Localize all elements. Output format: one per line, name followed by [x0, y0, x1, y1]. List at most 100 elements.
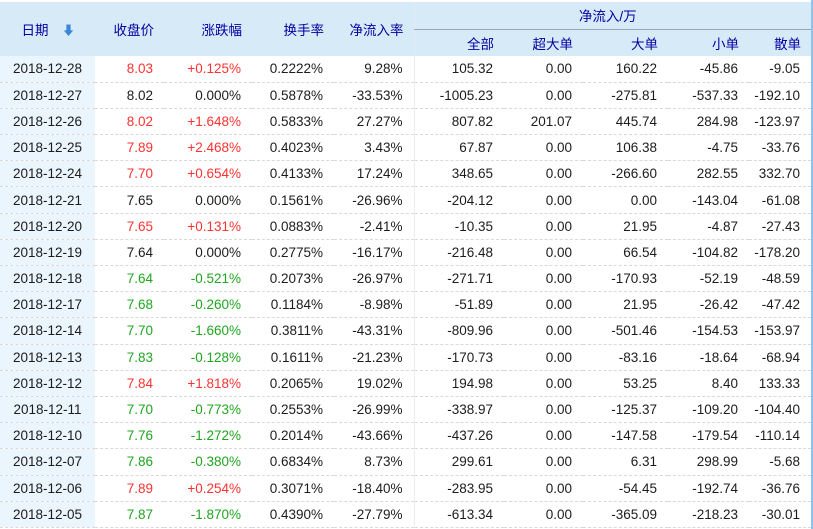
net-inflow-small-cell: 282.55: [668, 160, 749, 188]
net-inflow-small-cell: -154.53: [668, 317, 749, 345]
net-inflow-large-cell: -365.09: [583, 501, 668, 528]
turnover-rate-cell: 0.1184%: [252, 291, 334, 319]
net-inflow-small-cell: -4.87: [668, 213, 749, 240]
net-inflow-small-cell: 298.99: [668, 448, 749, 476]
date-cell: 2018-12-27: [0, 82, 95, 109]
column-header-net-small[interactable]: 小单: [668, 29, 749, 56]
net-inflow-small-cell: -45.86: [668, 56, 749, 83]
net-inflow-large-cell: -125.37: [583, 396, 668, 424]
net-inflow-rate-cell: 3.43%: [334, 134, 414, 162]
net-inflow-all-cell: -216.48: [413, 239, 504, 267]
column-header-net-retail[interactable]: 散单: [749, 29, 811, 56]
net-inflow-all-cell: -51.89: [413, 291, 504, 319]
net-inflow-small-cell: 284.98: [668, 108, 749, 136]
turnover-rate-cell: 0.2553%: [252, 396, 334, 424]
net-inflow-retail-cell: -192.10: [749, 82, 811, 109]
close-price-cell: 8.02: [95, 82, 164, 109]
net-inflow-small-cell: -179.54: [668, 422, 749, 450]
net-inflow-xlarge-cell: 201.07: [504, 108, 583, 136]
table-row: 2018-12-25 7.89 +2.468% 0.4023% 3.43% 67.87 0.…: [0, 134, 811, 162]
close-price-cell: 7.70: [95, 317, 164, 345]
date-cell: 2018-12-17: [0, 291, 95, 319]
turnover-rate-cell: 0.1611%: [252, 344, 334, 371]
net-inflow-xlarge-cell: 0.00: [504, 370, 583, 397]
sort-descending-icon: [63, 24, 74, 39]
net-inflow-all-cell: -170.73: [413, 344, 504, 371]
net-inflow-rate-cell: 8.73%: [334, 448, 414, 476]
net-inflow-all-cell: 299.61: [413, 448, 504, 476]
table-row: 2018-12-17 7.68 -0.260% 0.1184% -8.98% -51.89…: [0, 291, 811, 319]
column-header-change[interactable]: 涨跌幅: [164, 2, 252, 56]
date-cell: 2018-12-28: [0, 56, 95, 83]
column-header-close[interactable]: 收盘价: [95, 2, 164, 56]
change-percent-cell: -0.380%: [164, 448, 252, 476]
net-inflow-retail-cell: -153.97: [749, 317, 811, 345]
turnover-rate-cell: 0.2065%: [252, 370, 334, 397]
table-row: 2018-12-18 7.64 -0.521% 0.2073% -26.97% -271.…: [0, 265, 811, 293]
net-inflow-large-cell: 445.74: [583, 108, 668, 136]
turnover-rate-cell: 0.4390%: [252, 501, 334, 528]
net-inflow-all-cell: -283.95: [413, 475, 504, 502]
table-row: 2018-12-24 7.70 +0.654% 0.4133% 17.24% 348.65…: [0, 160, 811, 188]
net-inflow-xlarge-cell: 0.00: [504, 265, 583, 293]
net-inflow-large-cell: 106.38: [583, 134, 668, 162]
date-cell: 2018-12-24: [0, 160, 95, 188]
close-price-cell: 7.87: [95, 501, 164, 528]
table-row: 2018-12-21 7.65 0.000% 0.1561% -26.96% -204.1…: [0, 186, 811, 214]
date-cell: 2018-12-14: [0, 317, 95, 345]
turnover-rate-cell: 0.2222%: [252, 56, 334, 83]
net-inflow-retail-cell: -30.01: [749, 501, 811, 528]
table-row: 2018-12-05 7.87 -1.870% 0.4390% -27.79% -613.…: [0, 501, 811, 528]
change-percent-cell: +0.131%: [164, 213, 252, 240]
date-cell: 2018-12-13: [0, 344, 95, 371]
turnover-rate-cell: 0.4023%: [252, 134, 334, 162]
net-inflow-retail-cell: -48.59: [749, 265, 811, 293]
table-row: 2018-12-11 7.70 -0.773% 0.2553% -26.99% -338.…: [0, 396, 811, 424]
change-percent-cell: -1.272%: [164, 422, 252, 450]
net-inflow-xlarge-cell: 0.00: [504, 56, 583, 83]
net-inflow-large-cell: 0.00: [583, 186, 668, 214]
net-inflow-xlarge-cell: 0.00: [504, 475, 583, 502]
net-inflow-all-cell: -338.97: [413, 396, 504, 424]
net-inflow-all-cell: -613.34: [413, 501, 504, 528]
net-inflow-retail-cell: -61.08: [749, 186, 811, 214]
table-header: 日期 收盘价 涨跌幅 换手率 净流入率 净流入/万 全部 超大单 大单 小单 散…: [0, 2, 811, 56]
close-price-cell: 7.70: [95, 160, 164, 188]
change-percent-cell: +2.468%: [164, 134, 252, 162]
net-inflow-xlarge-cell: 0.00: [504, 239, 583, 267]
change-percent-cell: -0.773%: [164, 396, 252, 424]
change-percent-cell: 0.000%: [164, 186, 252, 214]
column-header-turnover[interactable]: 换手率: [252, 2, 334, 56]
close-price-cell: 7.86: [95, 448, 164, 476]
column-header-inflow-rate[interactable]: 净流入率: [334, 2, 414, 56]
column-header-date[interactable]: 日期: [0, 2, 95, 56]
change-percent-cell: -1.870%: [164, 501, 252, 528]
net-inflow-retail-cell: -33.76: [749, 134, 811, 162]
turnover-rate-cell: 0.6834%: [252, 448, 334, 476]
table-row: 2018-12-19 7.64 0.000% 0.2775% -16.17% -216.4…: [0, 239, 811, 267]
close-price-cell: 7.83: [95, 344, 164, 371]
date-cell: 2018-12-21: [0, 186, 95, 214]
close-price-cell: 7.76: [95, 422, 164, 450]
column-header-net-all[interactable]: 全部: [413, 29, 504, 56]
table-row: 2018-12-20 7.65 +0.131% 0.0883% -2.41% -10.35…: [0, 213, 811, 240]
net-inflow-rate-cell: -33.53%: [334, 82, 414, 109]
net-inflow-xlarge-cell: 0.00: [504, 448, 583, 476]
date-cell: 2018-12-19: [0, 239, 95, 267]
net-inflow-rate-cell: -26.96%: [334, 186, 414, 214]
close-price-cell: 7.68: [95, 291, 164, 319]
column-header-net-xlarge[interactable]: 超大单: [504, 29, 583, 56]
net-inflow-all-cell: 105.32: [413, 56, 504, 83]
column-header-net-large[interactable]: 大单: [583, 29, 668, 56]
net-inflow-all-cell: -809.96: [413, 317, 504, 345]
change-percent-cell: -0.521%: [164, 265, 252, 293]
net-inflow-retail-cell: -27.43: [749, 213, 811, 240]
change-percent-cell: 0.000%: [164, 82, 252, 109]
net-inflow-all-cell: -204.12: [413, 186, 504, 214]
table-row: 2018-12-10 7.76 -1.272% 0.2014% -43.66% -437.…: [0, 422, 811, 450]
net-inflow-rate-cell: -27.79%: [334, 501, 414, 528]
table-row: 2018-12-07 7.86 -0.380% 0.6834% 8.73% 299.61 0…: [0, 448, 811, 476]
change-percent-cell: +1.818%: [164, 370, 252, 397]
net-inflow-rate-cell: 17.24%: [334, 160, 414, 188]
